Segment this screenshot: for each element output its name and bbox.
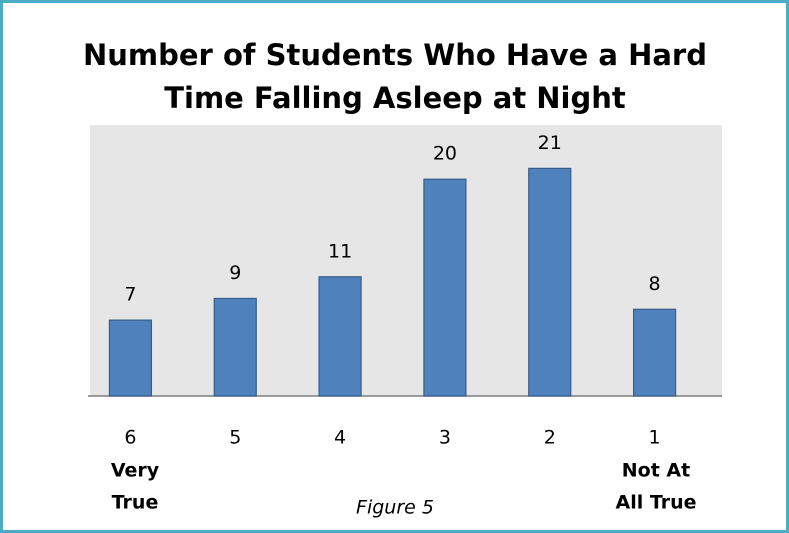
- annotation: True: [112, 492, 159, 514]
- bar: [213, 297, 257, 397]
- data-label: 8: [649, 273, 661, 295]
- bar: [632, 308, 677, 397]
- x-tick-label: 4: [334, 427, 346, 449]
- chart-title: Number of Students Who Have a Hard: [83, 38, 707, 72]
- bar: [528, 167, 572, 397]
- chart-title: Time Falling Asleep at Night: [164, 81, 626, 115]
- x-tick-label: 2: [544, 427, 556, 449]
- plot-area: [90, 125, 722, 396]
- data-label: 11: [328, 240, 352, 262]
- x-tick-label: 6: [124, 427, 136, 449]
- x-tick-label: 3: [439, 427, 451, 449]
- data-label: 20: [433, 143, 457, 165]
- data-label: 21: [538, 132, 562, 154]
- data-label: 7: [124, 284, 136, 306]
- bar: [318, 276, 362, 397]
- annotation: Not At: [622, 460, 690, 482]
- bar: [423, 178, 467, 397]
- x-tick-label: 1: [649, 427, 661, 449]
- bar: [108, 319, 153, 397]
- data-label: 9: [229, 262, 241, 284]
- caption: Figure 5: [356, 497, 434, 519]
- annotation: Very: [111, 460, 160, 482]
- x-tick-label: 5: [229, 427, 241, 449]
- annotation: All True: [615, 492, 696, 514]
